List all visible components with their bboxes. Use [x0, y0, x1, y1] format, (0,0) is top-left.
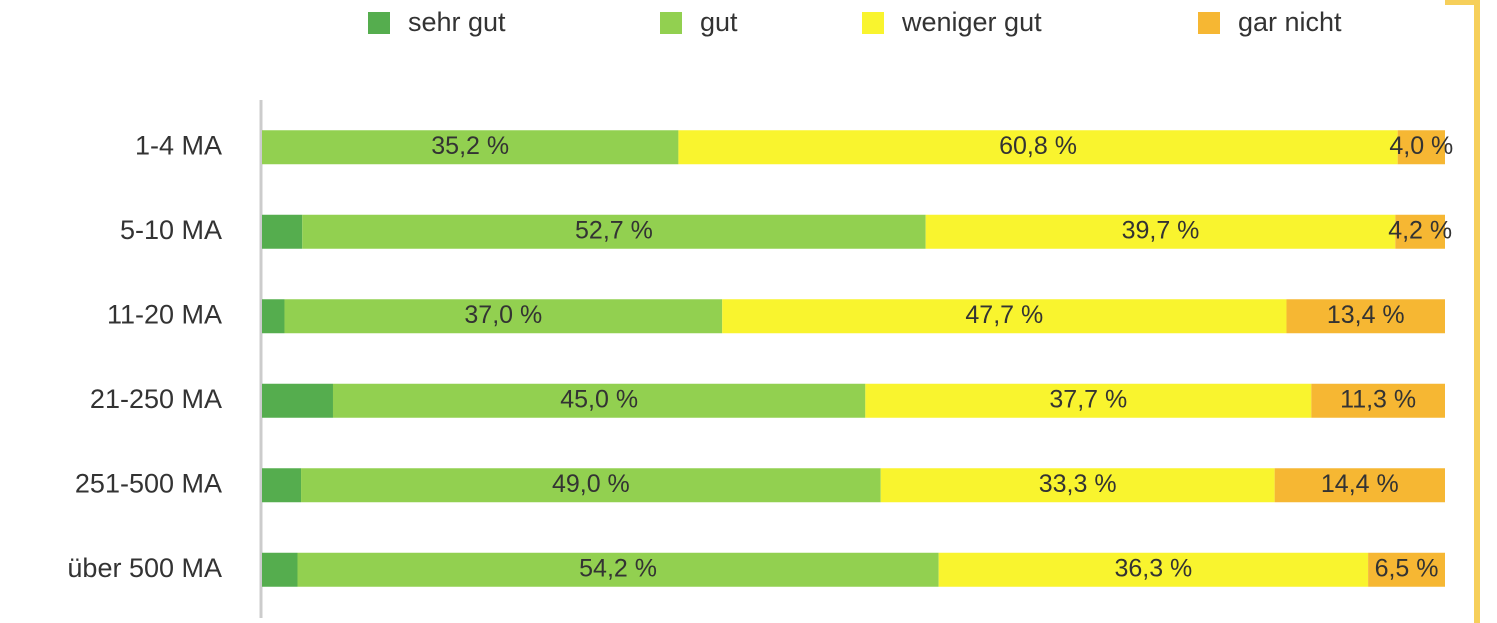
- bar-segment: [1397, 130, 1445, 165]
- value-label: 54,2 %: [579, 554, 657, 582]
- bar-segment: [1368, 552, 1445, 587]
- value-label: 6,5 %: [1375, 554, 1439, 582]
- legend-label: weniger gut: [901, 7, 1042, 37]
- value-label: 52,7 %: [575, 216, 653, 244]
- value-label: 33,3 %: [1039, 470, 1117, 498]
- bar-segment: [262, 299, 285, 334]
- bar-segment: [262, 468, 302, 503]
- value-label: 45,0 %: [560, 385, 638, 413]
- value-label: 13,4 %: [1327, 301, 1405, 329]
- bar-segment: [925, 214, 1396, 249]
- value-label: 37,0 %: [464, 301, 542, 329]
- bar-segment: [262, 214, 303, 249]
- frame-edge: [1474, 0, 1480, 623]
- bar-segment: [262, 130, 679, 165]
- bar-segment: [284, 299, 723, 334]
- legend-swatch: [368, 12, 390, 34]
- value-label: 4,2 %: [1388, 216, 1452, 244]
- bar-segment: [332, 383, 866, 418]
- bar-segment: [722, 299, 1287, 334]
- bar-segment: [1311, 383, 1445, 418]
- category-label: über 500 MA: [67, 553, 222, 583]
- legend-label: gut: [700, 7, 738, 37]
- bar-segment: [678, 130, 1398, 165]
- legend-swatch: [862, 12, 884, 34]
- bar-segment: [301, 468, 881, 503]
- legend-label: gar nicht: [1238, 7, 1342, 37]
- bar-segment: [262, 552, 298, 587]
- category-label: 1-4 MA: [135, 130, 222, 160]
- value-label: 4,0 %: [1389, 132, 1453, 160]
- category-label: 11-20 MA: [107, 299, 222, 329]
- bar-segment: [880, 468, 1275, 503]
- bar-segment: [1274, 468, 1445, 503]
- value-label: 36,3 %: [1114, 554, 1192, 582]
- legend-swatch: [660, 12, 682, 34]
- value-label: 60,8 %: [999, 132, 1077, 160]
- bar-segment: [1395, 214, 1445, 249]
- bar-segment: [865, 383, 1312, 418]
- bar-segment: [938, 552, 1369, 587]
- bar-segment: [302, 214, 926, 249]
- legend-swatch: [1198, 12, 1220, 34]
- bar-segment: [297, 552, 939, 587]
- legend-label: sehr gut: [408, 7, 506, 37]
- value-label: 11,3 %: [1340, 385, 1416, 413]
- value-label: 35,2 %: [431, 132, 509, 160]
- value-label: 47,7 %: [965, 301, 1043, 329]
- value-label: 49,0 %: [552, 470, 630, 498]
- category-label: 251-500 MA: [75, 468, 222, 498]
- bar-segment: [1286, 299, 1445, 334]
- frame-edge-top: [1445, 0, 1480, 5]
- category-label: 5-10 MA: [120, 215, 222, 245]
- category-label: 21-250 MA: [90, 384, 222, 414]
- value-label: 14,4 %: [1321, 470, 1399, 498]
- bar-segment: [262, 383, 333, 418]
- value-label: 39,7 %: [1122, 216, 1200, 244]
- value-label: 37,7 %: [1049, 385, 1127, 413]
